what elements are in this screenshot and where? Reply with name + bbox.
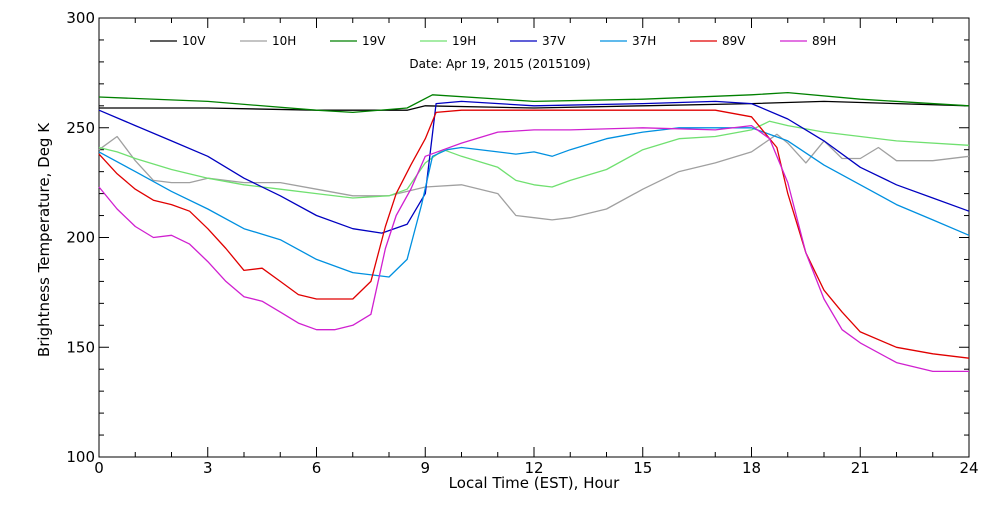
x-tick-label: 21: [851, 459, 870, 477]
y-tick-label: 200: [66, 229, 95, 247]
legend-label-10h: 10H: [272, 34, 296, 48]
y-tick-label: 250: [66, 119, 95, 137]
x-axis-title: Local Time (EST), Hour: [449, 474, 620, 492]
y-tick-label: 300: [66, 9, 95, 27]
series-line-89h: [98, 124, 969, 373]
plot-frame: [98, 17, 970, 458]
x-tick-label: 0: [94, 459, 104, 477]
x-tick-label: 15: [633, 459, 652, 477]
legend-label-89v: 89V: [722, 34, 746, 48]
series-group: [98, 91, 970, 373]
x-tick-label: 6: [312, 459, 322, 477]
legend-label-10v: 10V: [182, 34, 206, 48]
legend-label-89h: 89H: [812, 34, 836, 48]
x-tick-label: 12: [524, 459, 543, 477]
x-tick-label: 3: [203, 459, 213, 477]
legend-label-37h: 37H: [632, 34, 656, 48]
axis-ticks: 0 3 6 9 12 15 18 21 24 100 150 200 250 300: [66, 9, 978, 477]
x-tick-label: 24: [959, 459, 978, 477]
series-line-10v: [99, 100, 970, 111]
series-line-19v: [98, 91, 970, 114]
x-tick-label: 18: [742, 459, 761, 477]
x-tick-label: 9: [420, 459, 430, 477]
legend: 10V 10H 19V 19H 37V 37H 89V 89H: [150, 34, 836, 48]
series-line-37h: [98, 127, 970, 278]
legend-label-37v: 37V: [542, 34, 566, 48]
series-line-37v: [98, 100, 970, 234]
chart-subtitle: Date: Apr 19, 2015 (2015109): [409, 57, 590, 71]
y-tick-label: 150: [66, 338, 95, 356]
y-axis-title: Brightness Temperature, Deg K: [35, 122, 53, 357]
series-line-89v: [98, 109, 970, 359]
legend-label-19h: 19H: [452, 34, 476, 48]
series-line-19h: [98, 120, 970, 199]
y-tick-label: 100: [66, 448, 95, 466]
series-line-10h: [98, 133, 970, 221]
legend-label-19v: 19V: [362, 34, 386, 48]
